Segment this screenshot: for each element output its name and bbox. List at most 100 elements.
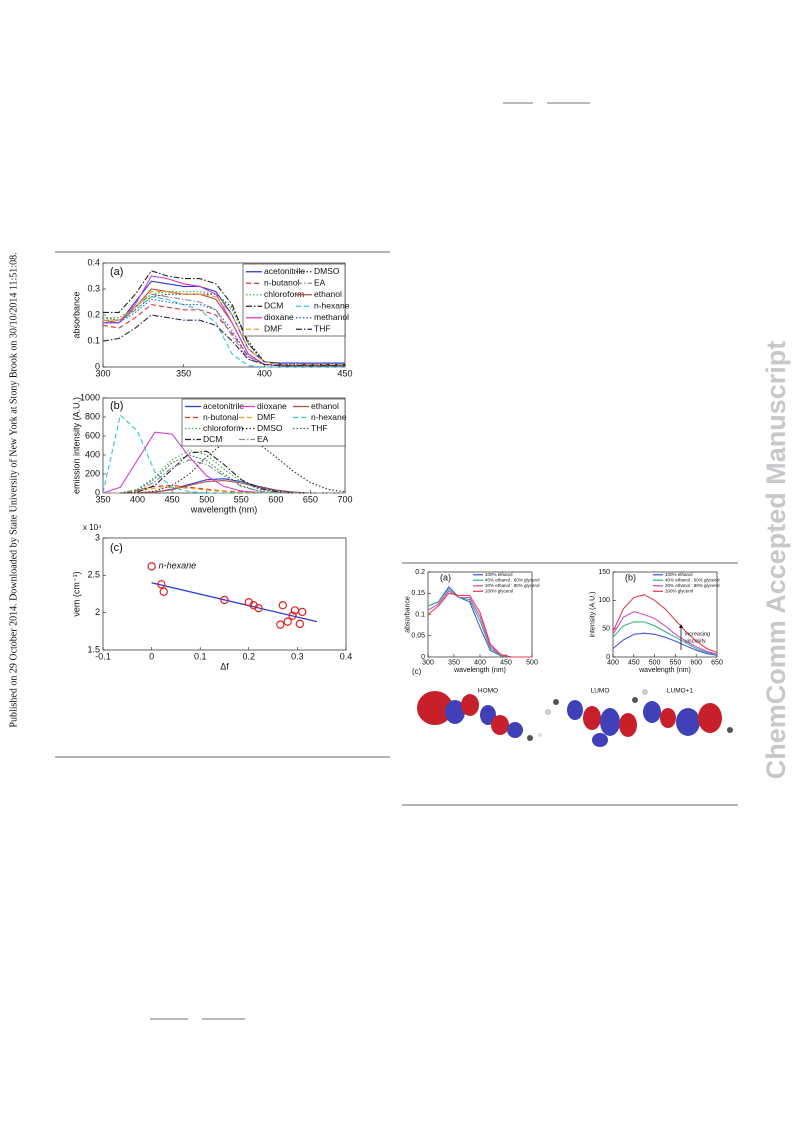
y-tick-label: 0 <box>95 487 100 497</box>
orbital-label: LUMO <box>591 688 610 695</box>
series-line <box>612 632 718 656</box>
legend-label: acetonitrile <box>203 401 244 411</box>
legend-label: n-butonal <box>203 412 239 422</box>
x-tick-label: 550 <box>234 495 249 505</box>
orbital-images <box>417 689 733 747</box>
legend-label: DMSO <box>257 423 283 433</box>
y-tick-label: 0.1 <box>87 335 100 345</box>
x-tick-label: 0.1 <box>194 652 207 662</box>
y-axis-label: intensity (A.U.) <box>590 592 597 638</box>
panel-label: (a) <box>440 572 451 582</box>
x-tick-label: -0.1 <box>95 652 111 662</box>
legend-label: 40% ethanol : 60% glycerol <box>665 577 720 582</box>
y-tick-label: 0 <box>606 654 610 661</box>
y-tick-label: 0.2 <box>87 309 100 319</box>
annotation: viscosity <box>685 638 706 644</box>
y-axis-label: absorbance <box>405 596 412 633</box>
x-tick-label: 500 <box>199 495 214 505</box>
y-multiplier: x 10⁴ <box>83 523 102 532</box>
legend-label: dioxane <box>257 401 287 411</box>
data-point <box>254 603 263 613</box>
data-point <box>283 617 292 626</box>
legend-label: THF <box>311 423 328 433</box>
legend-label: 100% glycerol <box>485 588 513 593</box>
y-axis-label: absorbance <box>71 291 81 338</box>
orbital-label: LUMO+1 <box>667 688 694 695</box>
y-tick-label: 100 <box>598 597 610 604</box>
legend-label: n-butanol <box>264 278 300 288</box>
data-point <box>288 611 297 620</box>
series-line <box>103 280 345 364</box>
y-tick-label: 50 <box>602 626 610 633</box>
series-line <box>612 611 718 655</box>
y-tick-label: 2.5 <box>87 570 100 580</box>
y-tick-label: 0.2 <box>415 569 425 576</box>
legend-label: chloroform <box>264 289 304 299</box>
x-tick-label: 350 <box>448 659 460 666</box>
panel-label: (b) <box>625 572 636 582</box>
y-tick-label: 800 <box>85 411 100 421</box>
legend-label: 100% ethanol <box>485 572 513 577</box>
legend-label: THF <box>314 324 331 334</box>
series-line <box>103 449 345 494</box>
y-tick-label: 600 <box>85 430 100 440</box>
x-tick-label: 400 <box>257 369 272 379</box>
series-line <box>103 270 345 365</box>
series-line <box>612 621 718 656</box>
x-tick-label: 450 <box>337 369 352 379</box>
data-point <box>295 619 305 629</box>
x-tick-label: 0.2 <box>243 652 256 662</box>
legend-label: 100% ethanol <box>665 572 693 577</box>
orbital-lumo <box>545 699 637 747</box>
series-line <box>103 296 345 368</box>
y-tick-label: 0.3 <box>87 283 100 293</box>
legend-box <box>242 263 346 337</box>
y-tick-label: 150 <box>598 569 610 576</box>
panel-label: (c) <box>110 542 123 554</box>
y-tick-label: 2 <box>95 607 100 617</box>
series-line <box>612 594 718 654</box>
data-point <box>278 601 288 610</box>
y-tick-label: 0.05 <box>411 633 425 640</box>
y-tick-label: 0.15 <box>411 590 425 597</box>
panel-label: (a) <box>110 266 123 278</box>
data-point <box>298 607 307 617</box>
y-tick-label: 0 <box>95 361 100 371</box>
annotation: n-hexane <box>159 561 197 571</box>
x-axis-label: wavelength (nm) <box>190 504 258 514</box>
y-tick-label: 0.4 <box>87 257 100 267</box>
x-tick-label: 0.3 <box>291 652 304 662</box>
legend-label: chloroform <box>203 423 243 433</box>
x-tick-label: 550 <box>670 659 682 666</box>
legend-label: 100% glycerol <box>665 588 693 593</box>
x-tick-label: 350 <box>176 369 191 379</box>
sidebar: Published on 29 October 2014. Downloaded… <box>8 252 19 727</box>
annotation: increasing <box>685 631 710 637</box>
legend-label: acetonitrile <box>264 266 305 276</box>
x-tick-label: 450 <box>628 659 640 666</box>
y-axis-label: emission intensity (A.U.) <box>71 397 81 494</box>
x-tick-label: 300 <box>422 659 434 666</box>
legend-label: n-hexane <box>311 412 347 422</box>
legend-label: DMF <box>257 412 275 422</box>
data-point <box>220 595 229 605</box>
watermark: ChemComm Accepted Manuscript <box>761 341 791 780</box>
series-line <box>103 459 345 494</box>
x-tick-label: 700 <box>337 495 352 505</box>
x-tick-label: 600 <box>268 495 283 505</box>
x-tick-label: 450 <box>500 659 512 666</box>
y-axis-label: νem (cm⁻¹) <box>71 571 81 616</box>
plot-frame <box>612 571 718 658</box>
legend-label: DCM <box>264 301 283 311</box>
legend-label: EA <box>314 278 326 288</box>
y-tick-label: 200 <box>85 468 100 478</box>
x-tick-label: 600 <box>690 659 702 666</box>
legend-label: methanol <box>314 312 349 322</box>
x-tick-label: 650 <box>711 659 723 666</box>
legend-label: 40% ethanol : 60% glycerol <box>485 577 540 582</box>
y-tick-label: 0 <box>421 654 425 661</box>
legend-label: 20% ethanol : 80% glycerol <box>665 583 720 588</box>
legend-label: DCM <box>203 434 222 444</box>
